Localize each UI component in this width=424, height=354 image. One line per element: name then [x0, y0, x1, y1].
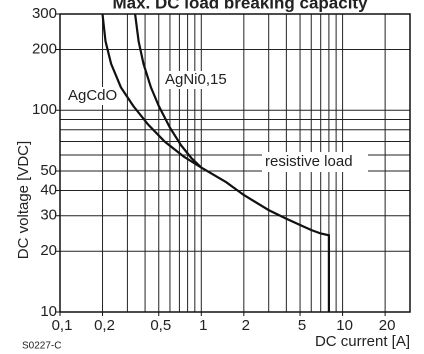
series-label: AgCdO — [68, 87, 117, 104]
x-tick-label: 20 — [379, 317, 396, 334]
y-tick-label: 40 — [40, 182, 57, 199]
x-tick-label: 5 — [298, 317, 306, 334]
y-axis-label: DC voltage [VDC] — [15, 141, 32, 259]
x-tick-label: 1 — [199, 317, 207, 334]
y-tick-label: 300 — [32, 5, 57, 22]
y-tick-label: 10 — [40, 303, 57, 320]
x-axis-label: DC current [A] — [315, 333, 410, 350]
label-bg — [67, 87, 117, 105]
series-label: AgNi0,15 — [165, 71, 227, 88]
curve — [134, 13, 203, 169]
y-tick-label: 100 — [32, 101, 57, 118]
x-tick-label: 0,5 — [150, 317, 171, 334]
curve — [101, 13, 330, 312]
label-bg — [164, 71, 228, 89]
footnote: S0227-C — [22, 341, 61, 352]
y-tick-label: 30 — [40, 207, 57, 224]
x-tick-label: 0,1 — [52, 317, 73, 334]
x-tick-label: 10 — [336, 317, 353, 334]
x-tick-label: 2 — [242, 317, 250, 334]
plot-frame — [59, 13, 411, 313]
y-tick-label: 20 — [40, 242, 57, 259]
annotation-box — [262, 152, 368, 172]
annotation: resistive load — [265, 153, 353, 170]
x-tick-label: 0,2 — [94, 317, 115, 334]
chart-title: Max. DC load breaking capacity — [112, 0, 368, 12]
y-tick-label: 50 — [40, 162, 57, 179]
y-tick-label: 200 — [32, 40, 57, 57]
